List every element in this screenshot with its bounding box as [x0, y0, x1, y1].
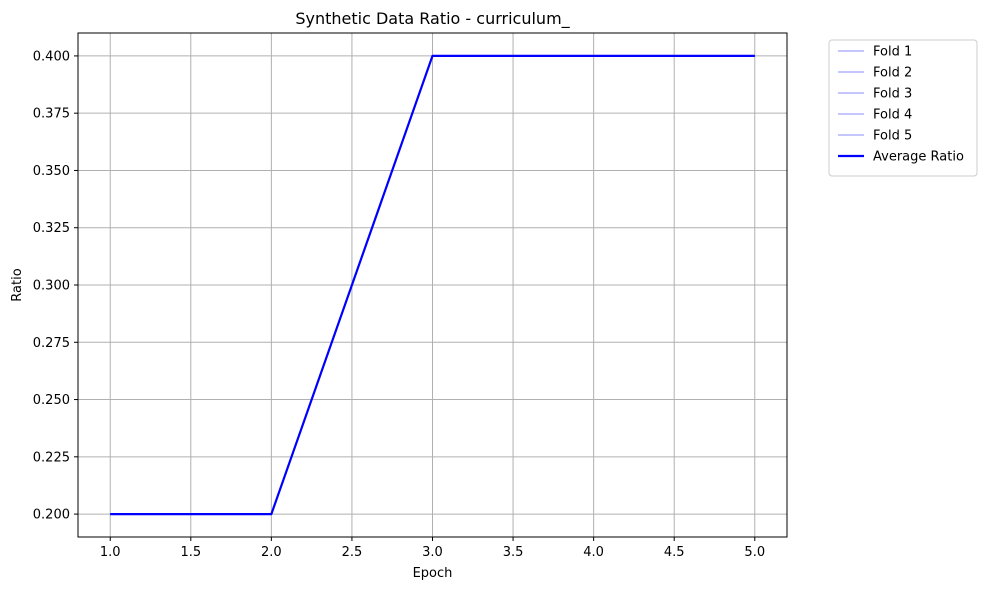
y-tick-label: 0.225	[33, 450, 70, 465]
y-tick-label: 0.300	[33, 279, 70, 294]
grid	[78, 33, 787, 537]
x-tick-label: 2.0	[261, 545, 282, 560]
series-line-average-ratio	[110, 54, 755, 516]
x-axis-label: Epoch	[413, 566, 453, 581]
x-tick-label: 5.0	[744, 545, 765, 560]
x-tick-label: 2.5	[342, 545, 363, 560]
y-tick-label: 0.325	[33, 221, 70, 236]
chart-title: Synthetic Data Ratio - curriculum_	[295, 9, 570, 29]
y-axis-label: Ratio	[10, 268, 25, 301]
legend-entry-label: Fold 2	[873, 66, 912, 81]
y-axis-ticks: 0.200 0.225 0.250 0.275 0.300 0.325 0.350 0.375…	[33, 49, 78, 523]
x-tick-label: 1.0	[100, 545, 121, 560]
y-tick-label: 0.275	[33, 336, 70, 351]
legend-entry-label: Fold 5	[873, 129, 912, 144]
x-tick-label: 1.5	[180, 545, 201, 560]
y-tick-label: 0.350	[33, 164, 70, 179]
x-tick-label: 3.0	[422, 545, 443, 560]
legend-entry-label: Fold 3	[873, 87, 912, 102]
y-tick-label: 0.200	[33, 508, 70, 523]
y-tick-label: 0.375	[33, 107, 70, 122]
legend-entry-label: Fold 1	[873, 45, 912, 60]
legend: Fold 1 Fold 2 Fold 3 Fold 4 Fold 5 Average Ra…	[828, 39, 978, 177]
x-tick-label: 3.5	[503, 545, 524, 560]
series-layer	[110, 54, 755, 516]
legend-entry-label: Average Ratio	[873, 150, 964, 165]
x-tick-label: 4.0	[583, 545, 604, 560]
y-tick-label: 0.250	[33, 393, 70, 408]
y-tick-label: 0.400	[33, 49, 70, 64]
x-tick-label: 4.5	[664, 545, 685, 560]
x-axis-ticks: 1.0 1.5 2.0 2.5 3.0 3.5 4.0 4.5 5.0	[100, 537, 765, 560]
legend-entry-label: Fold 4	[873, 108, 912, 123]
legend-frame	[828, 39, 978, 177]
